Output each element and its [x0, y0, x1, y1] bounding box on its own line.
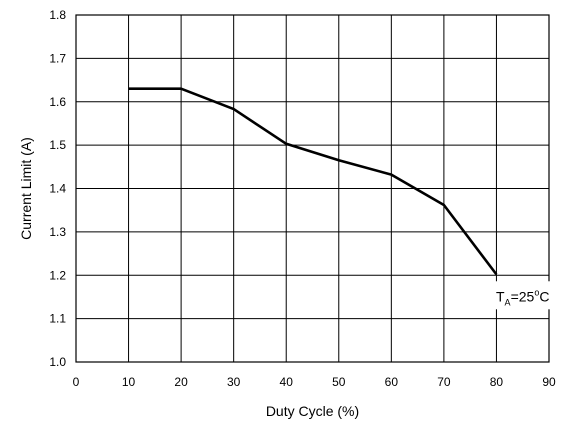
y-tick-label: 1.6	[49, 95, 66, 109]
annotation-background	[482, 281, 563, 310]
y-tick-label: 1.0	[49, 355, 66, 369]
series-line	[128, 87, 498, 276]
grid	[76, 15, 549, 362]
x-tick-label: 90	[542, 375, 556, 389]
y-tick-label: 1.3	[49, 225, 66, 239]
x-tick-label: 10	[122, 375, 136, 389]
y-tick-label: 1.7	[49, 51, 66, 65]
y-tick-label: 1.2	[49, 268, 66, 282]
x-tick-label: 0	[73, 375, 80, 389]
temperature-annotation: TA=25oC	[496, 287, 549, 307]
x-tick-label: 40	[280, 375, 294, 389]
x-tick-label: 60	[385, 375, 399, 389]
x-tick-labels: 0 10 20 30 40 50 60 70 80 90	[73, 375, 556, 389]
y-tick-labels: 1.0 1.1 1.2 1.3 1.4 1.5 1.6 1.7 1.8	[49, 8, 66, 369]
x-axis-label: Duty Cycle (%)	[266, 403, 359, 419]
plot-frame	[75, 14, 550, 363]
x-tick-label: 20	[174, 375, 188, 389]
x-tick-label: 80	[490, 375, 504, 389]
x-tick-label: 50	[332, 375, 346, 389]
y-tick-label: 1.5	[49, 138, 66, 152]
y-axis-label: Current Limit (A)	[18, 137, 34, 240]
y-tick-label: 1.8	[49, 8, 66, 22]
x-tick-label: 30	[227, 375, 241, 389]
y-tick-label: 1.1	[49, 312, 66, 326]
y-tick-label: 1.4	[49, 182, 66, 196]
x-tick-label: 70	[437, 375, 451, 389]
